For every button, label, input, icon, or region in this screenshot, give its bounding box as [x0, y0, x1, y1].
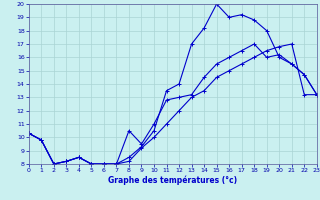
- X-axis label: Graphe des températures (°c): Graphe des températures (°c): [108, 176, 237, 185]
